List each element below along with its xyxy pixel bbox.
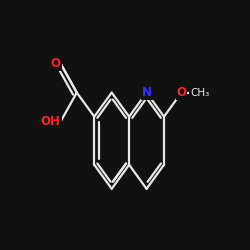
Text: O: O (51, 57, 61, 70)
Text: OH: OH (41, 115, 61, 128)
Text: N: N (142, 86, 152, 99)
Text: CH₃: CH₃ (190, 88, 209, 98)
Text: O: O (176, 86, 186, 99)
